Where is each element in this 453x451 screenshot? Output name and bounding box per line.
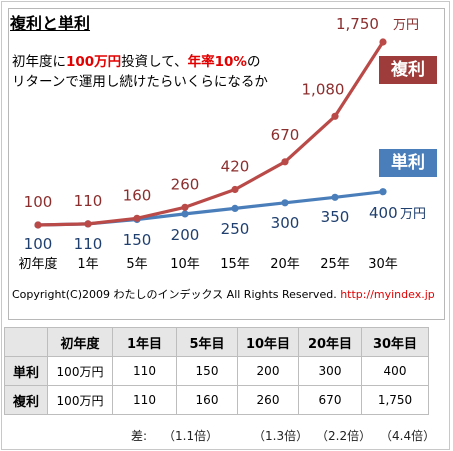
compound-unit-label: 万円 (393, 18, 419, 33)
intro-amount: 100万円 (66, 54, 122, 70)
table-cell: 300 (298, 356, 362, 386)
table-cell: 100万円 (47, 356, 113, 386)
table-cell: 150 (176, 356, 238, 386)
compound-data-label: 160 (123, 186, 152, 204)
table-cell: 160 (176, 385, 238, 415)
simple-data-label: 300 (271, 214, 300, 232)
simple-data-label: 400 (369, 204, 398, 222)
simple-data-label: 150 (123, 231, 152, 249)
row-label-compound: 複利 (4, 385, 48, 415)
intro-part-a: 初年度に (12, 54, 66, 70)
compound-data-label: 260 (171, 175, 200, 193)
x-tick-label: 初年度 (18, 256, 57, 272)
simple-data-label: 110 (74, 235, 103, 253)
x-tick-label: 5年 (126, 257, 147, 272)
simple-point (281, 199, 289, 207)
simple-point (379, 188, 387, 196)
table-row: 複利 100万円 110 160 260 670 1,750 (4, 385, 429, 415)
table-cell: 110 (112, 385, 177, 415)
intro-line2: リターンで運用し続けたらいくらになるか (12, 74, 268, 90)
simple-unit-label: 万円 (400, 207, 426, 222)
table-corner (4, 327, 48, 357)
table-cell: 100万円 (47, 385, 113, 415)
compound-point (331, 112, 339, 120)
intro-rate: 年率10% (187, 54, 247, 70)
table-cell: 670 (298, 385, 362, 415)
compound-point (181, 203, 189, 211)
compound-data-label: 1,750 (336, 15, 379, 33)
copyright-label: Copyright(C)2009 わたしのインデックス All Rights R… (12, 288, 337, 301)
diff-ratio: （2.2倍） (316, 429, 372, 443)
compound-data-label: 420 (221, 158, 250, 176)
diff-ratio: （1.3倍） (253, 429, 309, 443)
compound-point (281, 158, 289, 166)
compound-data-label: 100 (24, 193, 53, 211)
row-label-simple: 単利 (4, 356, 48, 386)
simple-data-label: 250 (221, 220, 250, 238)
simple-point (331, 193, 339, 201)
table-cell: 400 (361, 356, 429, 386)
table-header: 5年目 (176, 327, 238, 357)
simple-data-label: 200 (171, 226, 200, 244)
simple-point (181, 210, 189, 218)
x-tick-label: 15年 (220, 257, 250, 272)
site-url: http://myindex.jp (340, 288, 435, 301)
intro-part-e: の (246, 54, 261, 70)
table-header: 10年目 (237, 327, 299, 357)
compound-badge: 複利 (379, 56, 437, 84)
simple-point (231, 204, 239, 212)
diff-ratio: （4.4倍） (380, 429, 436, 443)
diff-label: 差: (131, 429, 148, 443)
comparison-table: 初年度 1年目 5年目 10年目 20年目 30年目 単利 100万円 110 … (4, 327, 429, 415)
intro-part-c: 投資して、 (121, 54, 188, 70)
simple-badge: 単利 (379, 149, 437, 177)
table-header: 30年目 (361, 327, 429, 357)
compound-point (379, 38, 387, 46)
table-cell: 1,750 (361, 385, 429, 415)
simple-data-label: 350 (321, 208, 350, 226)
x-tick-label: 20年 (270, 257, 300, 272)
compound-point (34, 221, 42, 229)
table-cell: 260 (237, 385, 299, 415)
compound-data-label: 670 (271, 126, 300, 144)
table-cell: 200 (237, 356, 299, 386)
copyright-text: Copyright(C)2009 わたしのインデックス All Rights R… (12, 286, 435, 302)
compound-data-label: 1,080 (302, 80, 345, 98)
intro-text: 初年度に100万円投資して、年率10%の リターンで運用し続けたらいくらになるか (12, 52, 268, 92)
x-tick-label: 25年 (320, 257, 350, 272)
table-header: 20年目 (298, 327, 362, 357)
table-header: 初年度 (47, 327, 113, 357)
compound-point (231, 185, 239, 194)
x-tick-label: 30年 (368, 257, 398, 272)
table-row: 単利 100万円 110 150 200 300 400 (4, 356, 429, 386)
x-tick-label: 1年 (77, 257, 98, 272)
chart-title: 複利と単利 (10, 14, 91, 33)
x-tick-label: 10年 (170, 257, 200, 272)
compound-series-line (37, 41, 385, 227)
table-header-row: 初年度 1年目 5年目 10年目 20年目 30年目 (4, 327, 429, 357)
compound-data-label: 110 (74, 192, 103, 210)
compound-point (84, 220, 92, 228)
simple-data-label: 100 (24, 235, 53, 253)
compound-point (133, 214, 141, 222)
table-cell: 110 (112, 356, 177, 386)
table-header: 1年目 (112, 327, 177, 357)
diff-ratio: （1.1倍） (163, 429, 219, 443)
